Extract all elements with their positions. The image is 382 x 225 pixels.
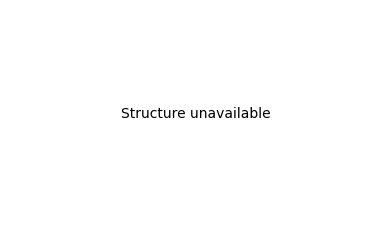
Text: Structure unavailable: Structure unavailable <box>121 107 270 121</box>
